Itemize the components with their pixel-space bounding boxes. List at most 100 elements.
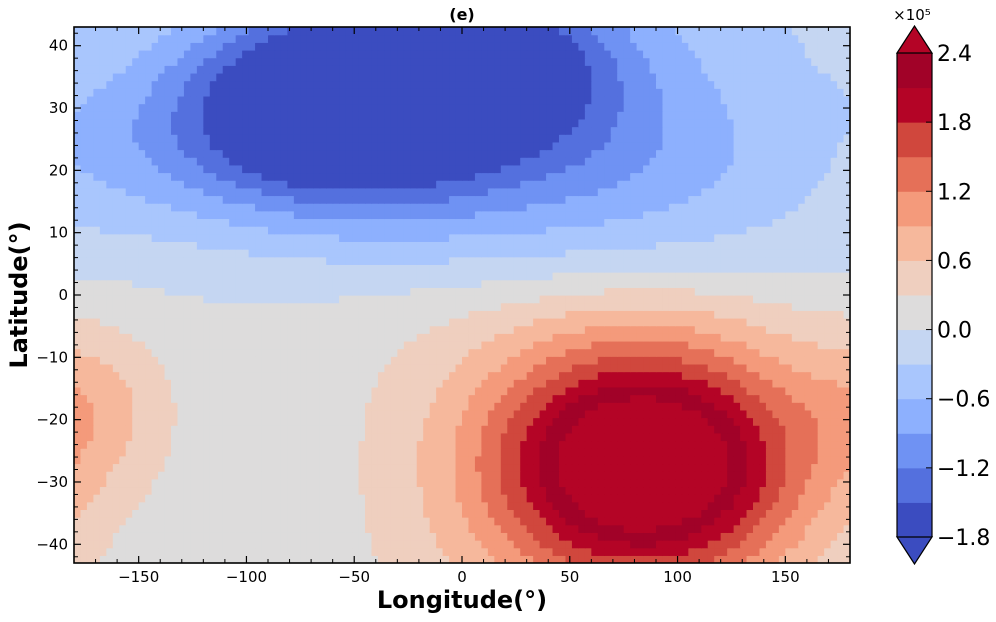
contour-cell (785, 340, 793, 350)
contour-cell (261, 463, 269, 472)
contour-cell (171, 356, 179, 365)
contour-cell (455, 279, 463, 288)
contour-cell (190, 455, 198, 465)
contour-cell (804, 340, 812, 350)
contour-cell (106, 540, 114, 549)
contour-cell (597, 356, 605, 365)
contour-cell (80, 517, 88, 526)
contour-cell (688, 394, 696, 403)
contour-cell (416, 356, 424, 365)
contour-cell (449, 279, 457, 288)
contour-cell (339, 348, 347, 357)
contour-cell (261, 540, 269, 549)
contour-cell (565, 540, 573, 549)
contour-cell (791, 279, 799, 288)
contour-cell (106, 478, 114, 488)
contour-cell (811, 555, 819, 563)
contour-cell (507, 455, 515, 465)
contour-cell (313, 540, 321, 549)
contour-cell (229, 340, 237, 350)
contour-cell (623, 540, 631, 549)
contour-cell (390, 555, 398, 563)
contour-cell (597, 279, 605, 288)
contour-cell (242, 256, 250, 265)
contour-cell (306, 532, 314, 541)
contour-cell (843, 325, 850, 334)
contour-cell (416, 363, 424, 373)
contour-cell (830, 486, 838, 495)
contour-cell (319, 356, 327, 365)
contour-cell (138, 478, 146, 488)
contour-cell (390, 302, 398, 311)
contour-cell (481, 241, 489, 250)
contour-cell (759, 348, 767, 357)
contour-cell (507, 440, 515, 449)
contour-cell (93, 517, 101, 526)
contour-cell (352, 409, 360, 419)
contour-cell (190, 279, 198, 288)
contour-cell (365, 455, 373, 465)
contour-cell (119, 256, 127, 265)
contour-cell (99, 432, 107, 442)
contour-cell (177, 501, 185, 510)
contour-cell (235, 486, 243, 495)
contour-cell (164, 241, 172, 250)
contour-cell (313, 279, 321, 288)
contour-cell (778, 325, 786, 334)
contour-cell (643, 333, 651, 342)
contour-cell (707, 264, 715, 273)
contour-cell (216, 264, 224, 273)
contour-cell (753, 524, 761, 533)
contour-cell (526, 509, 534, 518)
contour-cell (843, 524, 850, 533)
contour-cell (410, 386, 418, 396)
contour-cell (591, 547, 599, 556)
contour-cell (727, 448, 735, 457)
contour-cell (384, 302, 392, 311)
contour-cell (785, 302, 793, 311)
contour-cell (707, 555, 715, 563)
contour-cell (617, 432, 625, 442)
contour-cell (798, 386, 806, 396)
contour-cell (313, 340, 321, 350)
contour-cell (643, 471, 651, 480)
contour-cell (785, 348, 793, 357)
contour-cell (720, 333, 728, 342)
contour-cell (268, 494, 276, 503)
contour-cell (436, 333, 444, 342)
contour-cell (791, 287, 799, 296)
contour-cell (455, 317, 463, 327)
contour-cell (591, 471, 599, 480)
contour-cell (306, 394, 314, 403)
contour-cell (345, 310, 353, 319)
contour-cell (326, 363, 334, 373)
contour-cell (306, 455, 314, 465)
contour-cell (132, 547, 140, 556)
contour-cell (571, 363, 579, 373)
contour-cell (390, 463, 398, 472)
contour-cell (804, 272, 812, 281)
contour-cell (352, 494, 360, 503)
contour-cell (707, 333, 715, 342)
contour-cell (681, 279, 689, 288)
contour-cell (442, 295, 450, 304)
contour-cell (377, 279, 385, 288)
contour-cell (507, 509, 515, 518)
contour-cell (546, 501, 554, 510)
contour-cell (740, 501, 748, 510)
contour-cell (300, 256, 308, 265)
contour-cell (332, 494, 340, 503)
contour-cell (319, 540, 327, 549)
contour-cell (403, 478, 411, 488)
contour-cell (377, 386, 385, 396)
contour-cell (293, 279, 301, 288)
contour-cell (830, 524, 838, 533)
contour-cell (229, 333, 237, 342)
contour-cell (778, 348, 786, 357)
contour-cell (132, 517, 140, 526)
contour-cell (345, 517, 353, 526)
contour-cell (468, 463, 476, 472)
contour-cell (171, 256, 179, 265)
contour-cell (138, 417, 146, 426)
